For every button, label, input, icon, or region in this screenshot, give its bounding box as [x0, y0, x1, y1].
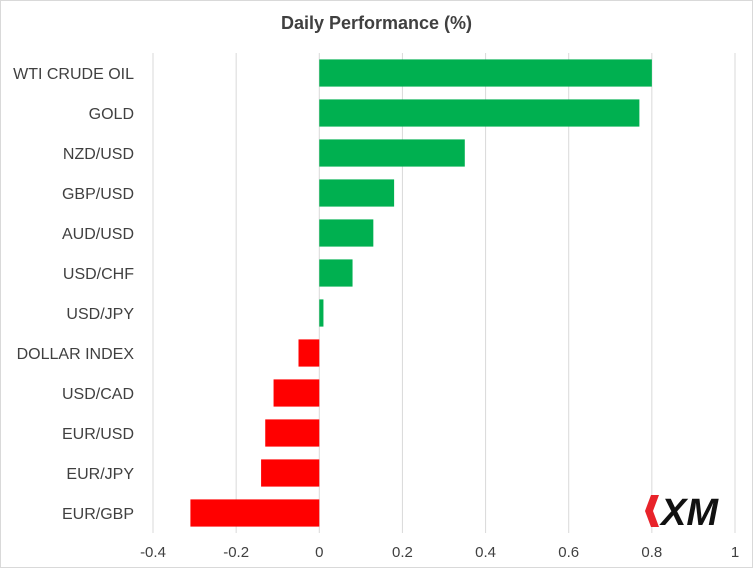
category-label: GBP/USD	[62, 186, 134, 203]
bar	[319, 219, 374, 247]
category-label: EUR/JPY	[66, 466, 134, 483]
x-tick-label: -0.2	[223, 544, 249, 561]
xm-logo: XM	[645, 492, 719, 533]
category-label: AUD/USD	[62, 226, 134, 243]
bar	[319, 99, 640, 127]
bar	[319, 139, 465, 167]
bar	[273, 379, 320, 407]
x-tick-label: 0.6	[558, 544, 579, 561]
bar	[319, 179, 395, 207]
bar	[319, 59, 652, 87]
x-tick-label: 0	[315, 544, 323, 561]
category-label: USD/CAD	[62, 386, 134, 403]
bar	[265, 419, 320, 447]
category-label: GOLD	[89, 106, 134, 123]
bar	[261, 459, 320, 487]
category-label: DOLLAR INDEX	[17, 346, 135, 363]
x-tick-label: -0.4	[140, 544, 166, 561]
bar	[298, 339, 320, 367]
category-label: USD/JPY	[66, 306, 134, 323]
category-label: NZD/USD	[63, 146, 134, 163]
category-label: EUR/USD	[62, 426, 134, 443]
x-tick-labels: -0.4 -0.2 0 0.2 0.4 0.6 0.8 1	[140, 544, 739, 561]
bars	[190, 59, 652, 527]
chart-title: Daily Performance (%)	[280, 13, 473, 33]
bar	[190, 499, 320, 527]
category-label: EUR/GBP	[62, 506, 134, 523]
x-tick-label: 1	[731, 544, 739, 561]
bar	[319, 299, 324, 327]
x-tick-label: 0.2	[392, 544, 413, 561]
x-tick-label: 0.4	[475, 544, 496, 561]
category-label: USD/CHF	[63, 266, 134, 283]
category-label: WTI CRUDE OIL	[13, 66, 134, 83]
category-labels: WTI CRUDE OIL GOLD NZD/USD GBP/USD AUD/USD US…	[13, 66, 134, 523]
bar	[319, 259, 353, 287]
svg-text:XM: XM	[659, 492, 719, 533]
gridlines	[152, 53, 736, 533]
x-tick-label: 0.8	[641, 544, 662, 561]
